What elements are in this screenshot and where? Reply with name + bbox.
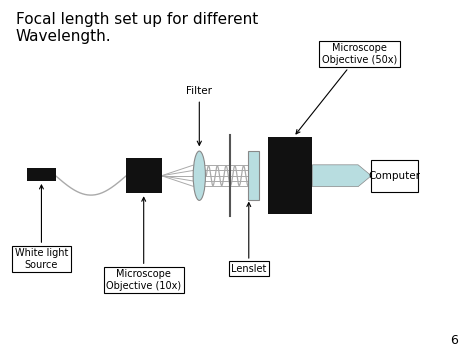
Text: Computer: Computer bbox=[369, 171, 421, 181]
Bar bbox=[27, 168, 55, 181]
FancyArrow shape bbox=[312, 165, 371, 187]
Text: Focal length set up for different
Wavelength.: Focal length set up for different Wavele… bbox=[16, 12, 258, 44]
Text: Filter: Filter bbox=[186, 87, 212, 145]
Text: 6: 6 bbox=[451, 334, 458, 346]
Bar bbox=[248, 151, 259, 200]
Ellipse shape bbox=[193, 151, 205, 200]
Text: Lenslet: Lenslet bbox=[231, 203, 266, 274]
Bar bbox=[126, 158, 162, 193]
Text: Microscope
Objective (10x): Microscope Objective (10x) bbox=[106, 197, 181, 291]
Text: Microscope
Objective (50x): Microscope Objective (50x) bbox=[296, 43, 397, 134]
Bar bbox=[371, 160, 419, 192]
Text: White light
Source: White light Source bbox=[15, 185, 68, 269]
Bar bbox=[268, 137, 312, 214]
